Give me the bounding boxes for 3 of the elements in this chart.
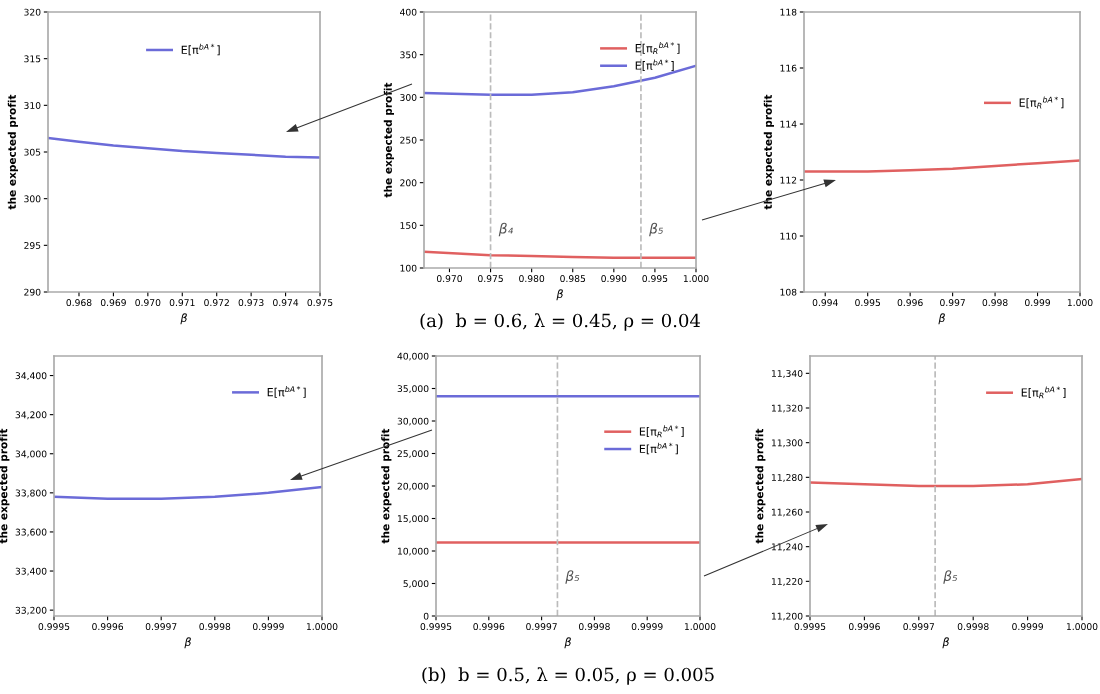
text: (a) b = 0.6, λ = 0.45, ρ = 0.04 [420, 313, 701, 331]
text: (b) b = 0.5, λ = 0.05, ρ = 0.005 [422, 667, 714, 685]
line-series [48, 136, 320, 159]
